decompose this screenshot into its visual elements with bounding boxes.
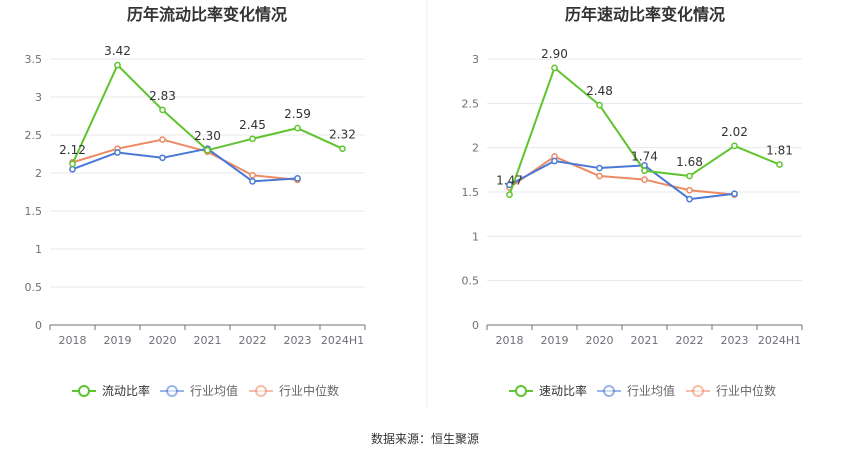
x-tick-label: 2018 (59, 334, 87, 347)
chart-title: 历年速动比率变化情况 (565, 5, 725, 24)
data-point[interactable] (506, 191, 513, 199)
data-label: 2.30 (194, 129, 221, 143)
x-tick-label: 2020 (586, 334, 614, 347)
x-tick-label: 2021 (194, 334, 222, 347)
legend-item[interactable]: 行业均值 (597, 383, 675, 398)
data-label: 2.12 (59, 143, 86, 157)
data-point[interactable] (339, 145, 346, 153)
current-ratio-chart: 历年流动比率变化情况 0 0.5 1 1.5 2 2.5 3 3.5 2018 2019 2020 2… (25, 5, 366, 398)
y-tick-label: 2 (35, 167, 42, 180)
data-point[interactable] (596, 101, 603, 109)
source-note: 数据来源：恒生聚源 (371, 431, 479, 446)
legend-marker (692, 385, 704, 397)
legend-marker (603, 385, 615, 397)
x-tick-label: 2018 (496, 334, 524, 347)
x-tick-label: 2023 (284, 334, 312, 347)
data-point[interactable] (596, 172, 603, 180)
data-label: 2.59 (284, 107, 311, 121)
data-label: 3.42 (104, 44, 131, 58)
series-line (72, 138, 298, 181)
data-point[interactable] (114, 149, 121, 156)
x-tick-label: 2020 (149, 334, 177, 347)
y-tick-label: 0 (35, 319, 42, 332)
data-point[interactable] (641, 167, 648, 175)
data-point[interactable] (249, 171, 256, 179)
y-tick-label: 2.5 (462, 97, 480, 110)
legend-item[interactable]: 流动比率 (72, 383, 150, 398)
series-line (509, 159, 735, 201)
data-point[interactable] (69, 165, 76, 173)
data-label: 1.68 (676, 155, 703, 169)
x-tick-label: 2019 (104, 334, 132, 347)
x-tick-label: 2023 (721, 334, 749, 347)
series-line (72, 147, 298, 183)
legend-marker (78, 385, 90, 397)
data-label: 2.48 (586, 84, 613, 98)
data-point[interactable] (776, 161, 783, 168)
y-tick-label: 3 (472, 53, 479, 66)
y-tick-label: 3 (35, 91, 42, 104)
data-point[interactable] (686, 172, 693, 180)
legend-label: 行业中位数 (279, 383, 339, 398)
data-point[interactable] (596, 164, 603, 172)
series-line (508, 155, 735, 196)
legend-item[interactable]: 速动比率 (509, 383, 587, 398)
x-tick-label: 2024H1 (321, 334, 364, 347)
x-tick-label: 2021 (631, 334, 659, 347)
y-tick-label: 1.5 (462, 186, 480, 199)
data-label: 2.02 (721, 125, 748, 139)
legend-label: 行业均值 (627, 383, 675, 398)
data-label: 1.47 (496, 174, 523, 188)
y-tick-label: 2 (472, 142, 479, 155)
data-label: 2.90 (541, 47, 568, 61)
data-point[interactable] (159, 106, 166, 114)
y-tick-label: 1.5 (25, 205, 43, 218)
legend-marker (166, 385, 178, 397)
legend-item[interactable]: 行业中位数 (686, 383, 776, 398)
x-tick-label: 2022 (239, 334, 267, 347)
data-label: 1.81 (766, 144, 793, 158)
x-tick-label: 2024H1 (758, 334, 801, 347)
chart-title: 历年流动比率变化情况 (127, 5, 287, 24)
data-point[interactable] (114, 61, 121, 69)
y-tick-label: 0.5 (462, 275, 480, 288)
legend-item[interactable]: 行业均值 (160, 383, 238, 398)
data-label: 1.74 (631, 150, 658, 164)
data-point[interactable] (551, 157, 558, 165)
data-label: 2.45 (239, 118, 266, 132)
data-point[interactable] (294, 124, 301, 132)
data-point[interactable] (249, 178, 256, 185)
y-tick-label: 0 (472, 319, 479, 332)
legend-marker (515, 385, 527, 397)
data-point[interactable] (294, 174, 301, 182)
data-point[interactable] (551, 64, 558, 72)
data-label: 2.32 (329, 128, 356, 142)
data-point[interactable] (686, 195, 693, 203)
data-point[interactable] (204, 146, 211, 154)
quick-ratio-chart: 历年速动比率变化情况 0 0.5 1 1.5 2 2.5 3 2018 2019 2020 2021… (462, 5, 803, 398)
data-point[interactable] (731, 142, 738, 150)
x-tick-label: 2019 (541, 334, 569, 347)
data-point[interactable] (159, 136, 166, 143)
legend-label: 流动比率 (102, 383, 150, 398)
legend-label: 速动比率 (539, 383, 587, 398)
data-label: 2.83 (149, 89, 176, 103)
data-point[interactable] (686, 186, 693, 194)
data-point[interactable] (641, 176, 648, 183)
data-point[interactable] (249, 135, 256, 143)
data-point[interactable] (731, 190, 738, 198)
y-tick-label: 2.5 (25, 129, 43, 142)
data-point[interactable] (159, 154, 166, 162)
legend-item[interactable]: 行业中位数 (249, 383, 339, 398)
legend-label: 行业均值 (190, 383, 238, 398)
data-point[interactable] (69, 160, 76, 168)
y-tick-label: 0.5 (25, 281, 43, 294)
x-tick-label: 2022 (676, 334, 704, 347)
y-tick-label: 1 (472, 230, 479, 243)
legend-marker (255, 385, 267, 397)
legend-label: 行业中位数 (716, 383, 776, 398)
y-tick-label: 3.5 (25, 53, 43, 66)
y-tick-label: 1 (35, 243, 42, 256)
